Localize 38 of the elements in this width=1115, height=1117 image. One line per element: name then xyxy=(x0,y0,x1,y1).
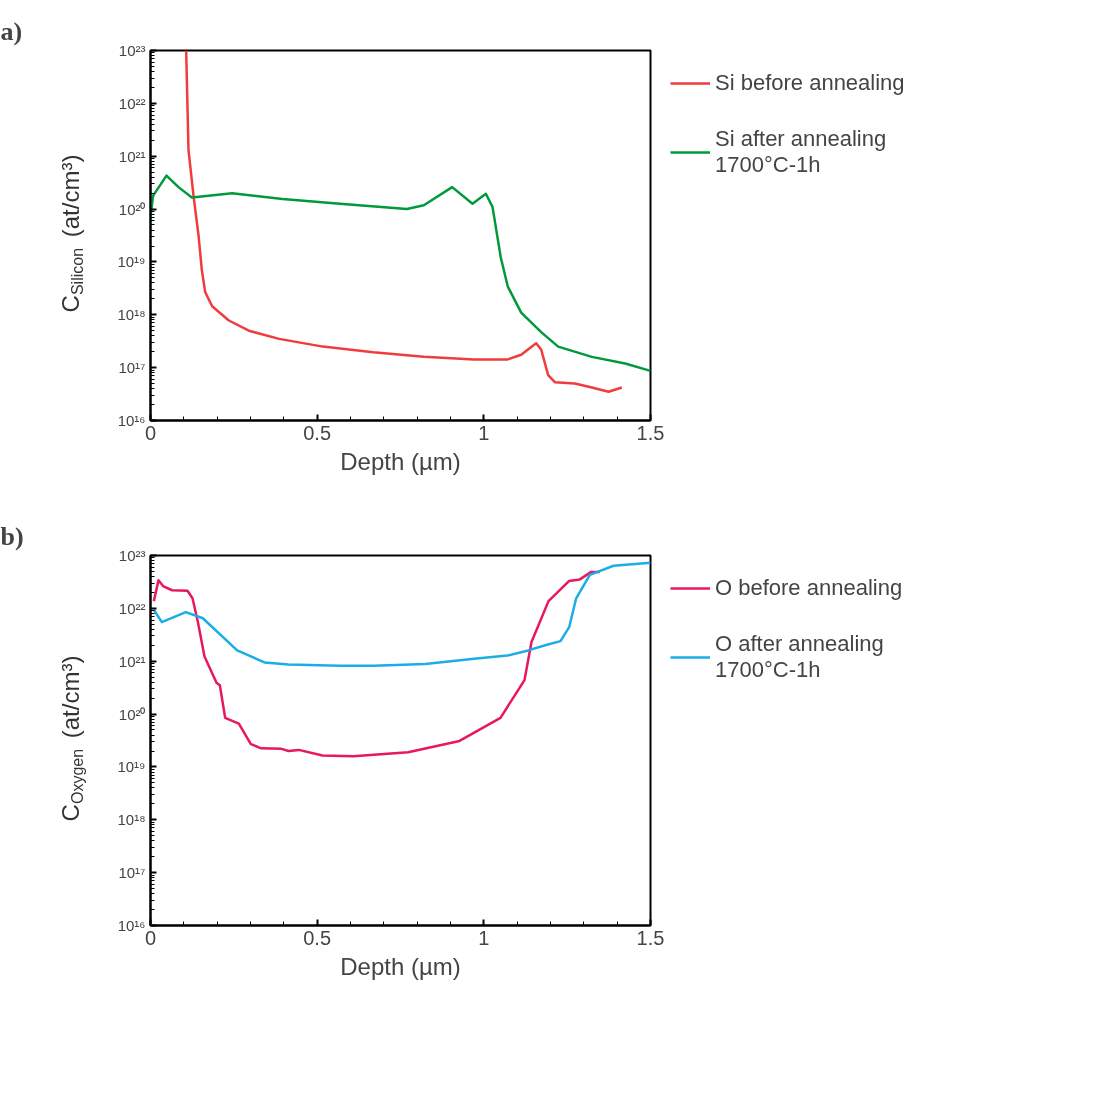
y-tick-label: 10²¹ xyxy=(118,147,146,165)
legend-label: O before annealing xyxy=(715,575,903,601)
y-tick-label: 10²² xyxy=(118,94,146,112)
line-series xyxy=(152,561,651,668)
y-tick-label: 10²³ xyxy=(118,547,146,564)
legend-label: Si after annealing 1700°C-1h xyxy=(715,126,887,178)
x-tick-label: 0.5 xyxy=(303,421,332,444)
x-tick-label: 1.5 xyxy=(636,421,665,444)
legend-label: O after annealing 1700°C-1h xyxy=(715,631,884,683)
y-tick-label: 10¹⁸ xyxy=(117,306,146,324)
y-tick-label: 10²³ xyxy=(118,42,146,59)
line-series xyxy=(152,570,602,758)
y-tick-label: 10²⁰ xyxy=(118,200,146,218)
y-tick-label: 10¹⁸ xyxy=(117,811,146,829)
y-tick-label: 10¹⁶ xyxy=(117,917,146,934)
legend-label: Si before annealing xyxy=(715,70,905,96)
chart-title: a) xyxy=(0,16,23,46)
x-tick-label: 1 xyxy=(478,926,490,949)
x-tick-label: 1 xyxy=(478,421,490,444)
x-axis-title: Depth (µm) xyxy=(340,952,461,980)
y-tick-label: 10¹⁷ xyxy=(118,359,146,377)
line-series xyxy=(184,50,624,393)
chart-title: b) xyxy=(0,521,24,551)
y-tick-label: 10¹⁷ xyxy=(118,864,146,882)
x-tick-label: 0 xyxy=(144,421,157,444)
x-tick-label: 0 xyxy=(144,926,157,949)
x-tick-label: 1.5 xyxy=(636,926,665,949)
x-axis-title: Depth (µm) xyxy=(340,447,461,475)
y-tick-label: 10²¹ xyxy=(118,652,146,670)
y-tick-label: 10²⁰ xyxy=(118,705,146,723)
y-tick-label: 10¹⁶ xyxy=(117,412,146,429)
y-tick-label: 10²² xyxy=(118,599,146,617)
y-tick-label: 10¹⁹ xyxy=(117,758,146,776)
y-tick-label: 10¹⁹ xyxy=(117,253,146,271)
y-axis-title: COxygen (at/cm³) xyxy=(57,655,86,822)
line-series xyxy=(150,174,651,373)
x-tick-label: 0.5 xyxy=(303,926,332,949)
y-axis-title: CSilicon (at/cm³) xyxy=(57,154,86,313)
